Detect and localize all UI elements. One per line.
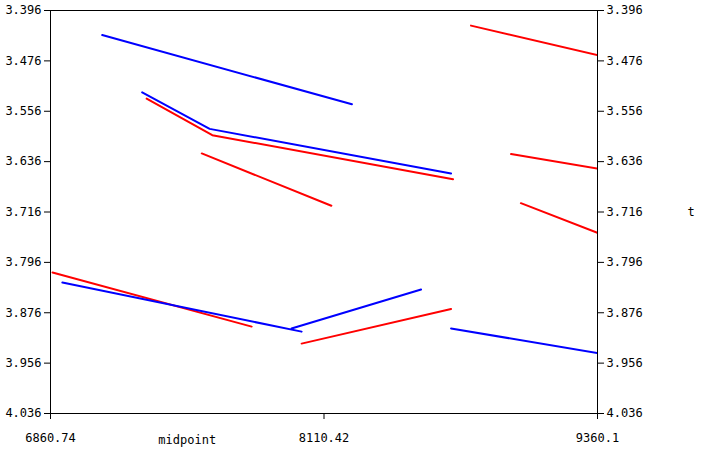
svg-text:midpoint: midpoint (158, 433, 216, 447)
svg-text:3.956: 3.956 (5, 356, 41, 370)
svg-text:3.476: 3.476 (607, 54, 643, 68)
svg-text:3.556: 3.556 (607, 104, 643, 118)
svg-text:8110.42: 8110.42 (299, 431, 350, 445)
svg-text:6860.74: 6860.74 (25, 431, 76, 445)
svg-text:9360.1: 9360.1 (576, 431, 619, 445)
svg-text:3.956: 3.956 (607, 356, 643, 370)
svg-text:3.796: 3.796 (5, 255, 41, 269)
svg-text:3.476: 3.476 (5, 54, 41, 68)
svg-text:3.876: 3.876 (607, 306, 643, 320)
svg-text:3.636: 3.636 (607, 154, 643, 168)
svg-text:3.876: 3.876 (5, 306, 41, 320)
svg-text:3.716: 3.716 (607, 205, 643, 219)
svg-text:3.556: 3.556 (5, 104, 41, 118)
svg-text:3.396: 3.396 (607, 3, 643, 17)
svg-text:4.036: 4.036 (607, 406, 643, 420)
svg-text:4.036: 4.036 (5, 406, 41, 420)
svg-text:3.796: 3.796 (607, 255, 643, 269)
svg-text:3.716: 3.716 (5, 205, 41, 219)
svg-text:3.396: 3.396 (5, 3, 41, 17)
svg-text:t: t (688, 205, 695, 219)
svg-text:3.636: 3.636 (5, 154, 41, 168)
